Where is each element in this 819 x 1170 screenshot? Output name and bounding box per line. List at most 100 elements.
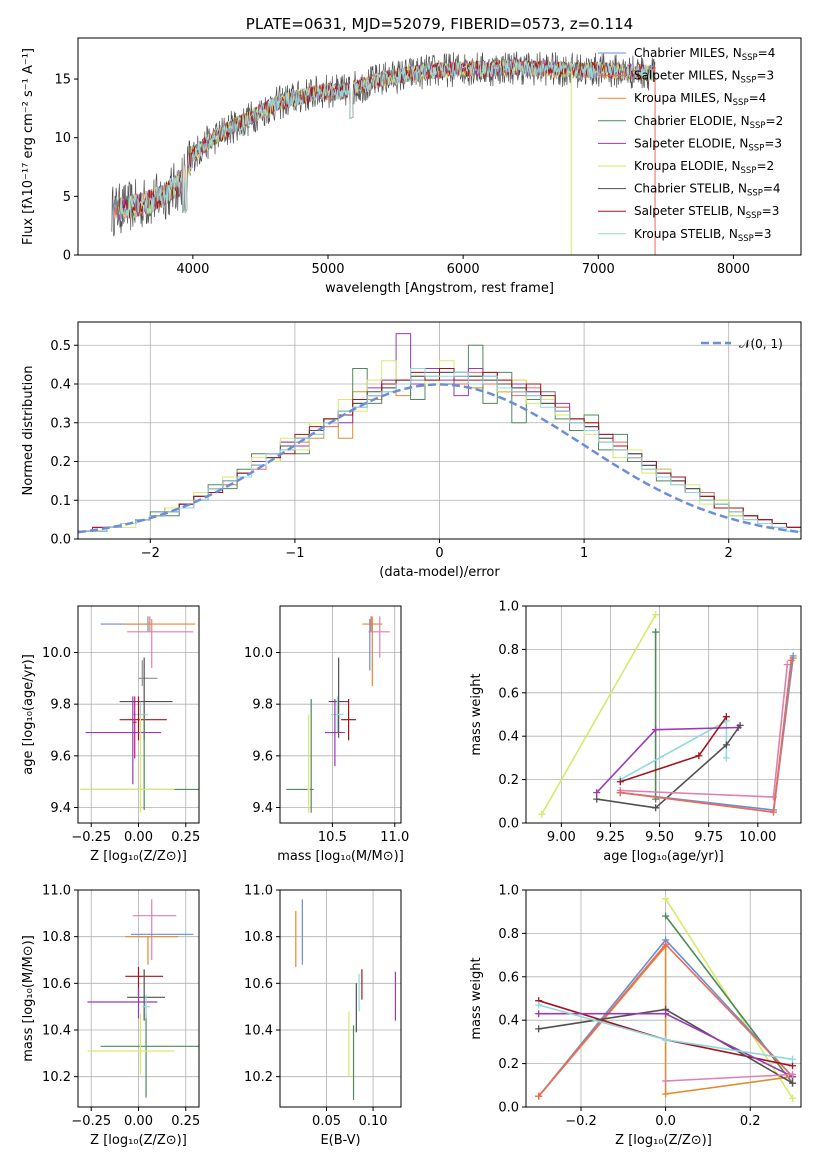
weight-marker bbox=[662, 1077, 670, 1085]
y-axis-label: mass weight bbox=[469, 673, 484, 755]
weight-marker bbox=[662, 940, 670, 948]
error-bar-point bbox=[119, 696, 167, 741]
error-bar-point bbox=[328, 657, 349, 738]
y-tick-label: 0.1 bbox=[50, 494, 71, 509]
weight-marker bbox=[787, 656, 795, 664]
x-tick-label: 0.10 bbox=[359, 1114, 388, 1129]
legend-label: Chabrier STELIB, NSSP=4 bbox=[634, 182, 781, 199]
y-tick-label: 0.4 bbox=[50, 378, 71, 393]
error-bar-point bbox=[123, 616, 196, 632]
x-tick-label: 10.5 bbox=[318, 830, 347, 845]
weight-line bbox=[541, 614, 657, 815]
axes-frame bbox=[525, 889, 802, 1108]
x-tick-label: 6000 bbox=[447, 262, 480, 277]
weight-line bbox=[596, 726, 739, 794]
spectrum-panel: PLATE=0631, MJD=52079, FIBERID=0573, z=0… bbox=[21, 15, 802, 296]
axes-frame bbox=[279, 605, 402, 824]
weight-marker bbox=[695, 752, 703, 760]
y-tick-label: 0.0 bbox=[498, 1101, 519, 1116]
y-tick-label: 10.8 bbox=[42, 930, 71, 945]
legend-label: Kroupa MILES, NSSP=4 bbox=[634, 91, 766, 108]
plot-area bbox=[78, 333, 801, 539]
weight-marker bbox=[789, 1079, 797, 1087]
weight-marker bbox=[789, 1055, 797, 1063]
x-tick-label: 10.00 bbox=[739, 830, 776, 845]
y-tick-label: 1.0 bbox=[498, 884, 519, 899]
x-tick-label: 0.25 bbox=[171, 830, 200, 845]
y-tick-label: 0.3 bbox=[50, 416, 71, 431]
axes-frame bbox=[77, 37, 802, 256]
weight-marker bbox=[593, 795, 601, 803]
plot-area bbox=[538, 611, 797, 818]
weight-marker bbox=[616, 789, 624, 797]
weight-marker bbox=[662, 1010, 670, 1018]
y-tick-label: 0.0 bbox=[498, 817, 519, 832]
y-tick-label: 0.4 bbox=[498, 730, 519, 745]
y-tick-label: 10.2 bbox=[244, 1070, 273, 1085]
weight-line bbox=[538, 944, 793, 1097]
legend-label: Salpeter STELIB, NSSP=3 bbox=[634, 204, 779, 221]
y-tick-label: 10.0 bbox=[244, 646, 273, 661]
axes-frame bbox=[279, 889, 402, 1108]
x-tick-label: 0.0 bbox=[655, 1114, 676, 1129]
y-tick-label: 11.0 bbox=[42, 884, 71, 899]
y-tick-label: 9.4 bbox=[50, 801, 71, 816]
weight-line bbox=[665, 1073, 793, 1082]
weight-marker bbox=[722, 741, 730, 749]
y-tick-label: 0.2 bbox=[498, 773, 519, 788]
error-bar-point bbox=[81, 714, 199, 811]
legend-label: Kroupa STELIB, NSSP=3 bbox=[634, 227, 772, 244]
x-tick-label: 0.05 bbox=[312, 1114, 341, 1129]
spectrum-line bbox=[120, 59, 656, 221]
plot-area bbox=[87, 899, 199, 1098]
weight-marker bbox=[789, 652, 797, 660]
legend-label: 𝒩(0, 1) bbox=[739, 337, 783, 351]
x-axis-label: mass [log₁₀(M/M⊙)] bbox=[277, 849, 404, 864]
x-axis-label: Z [log₁₀(Z/Z⊙)] bbox=[90, 1133, 187, 1148]
y-tick-label: 10.4 bbox=[42, 1024, 71, 1039]
y-tick-label: 9.6 bbox=[252, 749, 273, 764]
x-axis-label: wavelength [Angstrom, rest frame] bbox=[325, 281, 554, 296]
y-tick-label: 10.2 bbox=[42, 1070, 71, 1085]
error-bar-point bbox=[127, 618, 194, 668]
legend-label: Salpeter ELODIE, NSSP=3 bbox=[634, 136, 782, 153]
y-axis-label: Flux [fλ10⁻¹⁷ erg cm⁻² s⁻¹ A⁻¹] bbox=[21, 48, 36, 245]
x-tick-label: 5000 bbox=[311, 262, 344, 277]
error-bar-point bbox=[79, 714, 175, 813]
weight-marker bbox=[616, 778, 624, 786]
weight-marker bbox=[789, 1070, 797, 1078]
x-tick-label: −1 bbox=[285, 546, 304, 561]
plot-area bbox=[111, 51, 656, 255]
weight-marker bbox=[652, 611, 660, 619]
x-tick-label: 0 bbox=[435, 546, 443, 561]
error-bar-point bbox=[132, 899, 177, 960]
x-axis-label: Z [log₁₀(Z/Z⊙)] bbox=[90, 849, 187, 864]
mass-vs-metallicity-panel: −0.25 0.00 0.25 10.2 10.4 10.6 10.8 11.0 Z [log₁… bbox=[21, 884, 200, 1149]
legend-label: Salpeter MILES, NSSP=3 bbox=[634, 69, 774, 86]
x-tick-label: 7000 bbox=[582, 262, 615, 277]
weight-marker bbox=[783, 661, 791, 669]
mass-vs-ebv-panel: 0.05 0.10 10.2 10.4 10.6 10.8 11.0 E(B-V) bbox=[244, 884, 402, 1148]
x-tick-label: −2 bbox=[141, 546, 160, 561]
y-tick-label: 0.8 bbox=[498, 643, 519, 658]
weight-line bbox=[620, 664, 789, 798]
error-bar-point bbox=[125, 936, 179, 965]
weight-line bbox=[620, 655, 794, 811]
y-tick-label: 10.6 bbox=[244, 977, 273, 992]
age-vs-metallicity-panel: −0.25 0.00 0.25 9.4 9.6 9.8 10.0 Z [log₁₀(Z/Z⊙)… bbox=[21, 605, 200, 864]
weight-marker bbox=[722, 713, 730, 721]
weight-marker bbox=[662, 895, 670, 903]
y-tick-label: 9.4 bbox=[252, 801, 273, 816]
x-tick-label: 9.75 bbox=[694, 830, 723, 845]
x-tick-label: 11.0 bbox=[380, 830, 409, 845]
y-tick-label: 9.8 bbox=[252, 698, 273, 713]
x-tick-label: 0.2 bbox=[740, 1114, 761, 1129]
x-axis-label: age [log₁₀(age/yr)] bbox=[603, 849, 724, 864]
y-axis-label: mass weight bbox=[469, 957, 484, 1039]
y-tick-label: 9.8 bbox=[50, 698, 71, 713]
residuals-panel: −2 −1 0 1 2 0.0 0.1 0.2 0.3 0.4 0.5 (data-model)/er… bbox=[21, 321, 802, 580]
error-bar-point bbox=[331, 696, 344, 733]
weight-marker bbox=[538, 810, 546, 818]
y-axis-label: mass [log₁₀(M/M⊙)] bbox=[21, 935, 36, 1062]
